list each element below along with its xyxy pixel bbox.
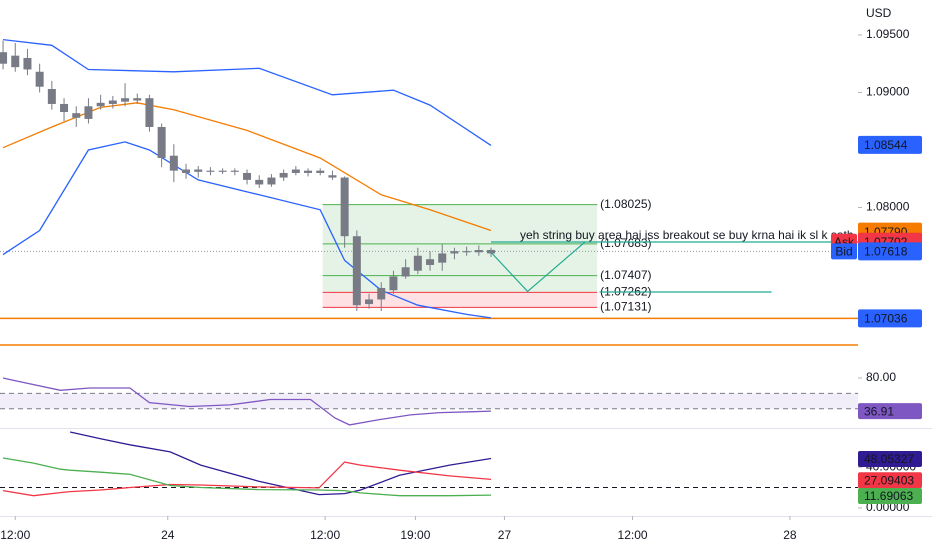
- box-level-label: (1.07407): [600, 268, 651, 282]
- candle-body: [279, 172, 288, 178]
- value-tag-label: 48.05327: [864, 452, 914, 466]
- box-level-label: (1.07131): [600, 300, 651, 314]
- candle-body: [194, 169, 203, 172]
- x-tick-label: 28: [783, 528, 797, 542]
- candle-body: [96, 102, 105, 107]
- candle-body: [145, 98, 154, 127]
- price-tag: [858, 242, 922, 261]
- candle-body: [340, 177, 349, 237]
- price-tag: [858, 135, 922, 154]
- x-tick-label: 24: [161, 528, 175, 542]
- box-profit-zone: [322, 204, 598, 293]
- value-tag-label: 11.69063: [864, 489, 913, 503]
- candle-body: [389, 276, 398, 291]
- candle-body: [401, 267, 410, 277]
- candle-body: [413, 255, 422, 271]
- x-tick-label: 12:00: [0, 528, 30, 542]
- indicator-line: [2, 461, 492, 497]
- candle-body: [316, 170, 325, 173]
- price-tag-label: 1.07036: [864, 311, 908, 325]
- candle-body: [328, 175, 337, 178]
- x-tick-label: 27: [498, 528, 512, 542]
- candle-body: [243, 172, 252, 180]
- band-fill: [0, 393, 858, 409]
- candle-body: [365, 299, 374, 305]
- y-tick-label: 1.09500: [866, 27, 910, 41]
- price-tag: [858, 309, 922, 328]
- indicator-line: [2, 141, 492, 319]
- indicator-line: [2, 38, 492, 146]
- candle-body: [47, 89, 56, 104]
- candle-body: [11, 55, 20, 68]
- value-tag: [858, 472, 922, 489]
- y-tick-label: 1.09000: [866, 85, 910, 99]
- box-stop-zone: [322, 292, 598, 308]
- x-tick-label: 19:00: [400, 528, 430, 542]
- candle-body: [23, 57, 32, 70]
- box-level-label: (1.08025): [600, 197, 651, 211]
- indicator-line: [2, 457, 492, 497]
- candle-body: [121, 98, 130, 102]
- value-tag: [858, 403, 922, 420]
- value-tag-label: 27.09403: [864, 473, 914, 487]
- candle-body: [169, 155, 178, 171]
- candle-body: [230, 170, 239, 172]
- price-tag-label: 1.07618: [864, 245, 908, 259]
- candle-body: [352, 236, 361, 306]
- indicator-line: [2, 377, 492, 426]
- candle-body: [218, 170, 227, 172]
- y-tick-label: 1.08000: [866, 200, 910, 214]
- box-level-label: (1.07683): [600, 236, 651, 250]
- x-tick-label: 12:00: [618, 528, 648, 542]
- candle-body: [450, 251, 459, 254]
- value-tag: [858, 487, 922, 504]
- side-tag: [831, 243, 857, 260]
- price-tag-label: 1.08544: [864, 138, 908, 152]
- side-tag-label: Bid: [835, 245, 852, 259]
- drawing-line: [490, 241, 586, 293]
- candle-body: [72, 113, 81, 118]
- y-tick-label: 80.00: [866, 370, 896, 384]
- candle-body: [60, 103, 69, 113]
- value-tag: [858, 450, 922, 467]
- candle-body: [426, 259, 435, 265]
- candle-body: [84, 106, 93, 119]
- candle-body: [0, 52, 8, 64]
- x-tick-label: 12:00: [310, 528, 340, 542]
- candle-body: [108, 100, 117, 104]
- candle-body: [291, 169, 300, 173]
- candle-body: [157, 126, 166, 159]
- candle-body: [255, 179, 264, 185]
- candle-body: [377, 287, 386, 300]
- candle-body: [133, 98, 142, 101]
- candle-body: [462, 251, 471, 253]
- candle-body: [304, 170, 313, 173]
- candle-body: [474, 250, 483, 253]
- candle-body: [438, 253, 447, 263]
- candle-body: [35, 71, 44, 87]
- currency-label: USD: [866, 6, 892, 20]
- candle-body: [267, 177, 276, 185]
- value-tag-label: 36.91: [864, 404, 894, 418]
- candle-body: [487, 250, 496, 254]
- candle-body: [182, 169, 191, 173]
- candle-body: [206, 170, 215, 172]
- note: yeh string buy area hai iss breakout se …: [520, 228, 854, 242]
